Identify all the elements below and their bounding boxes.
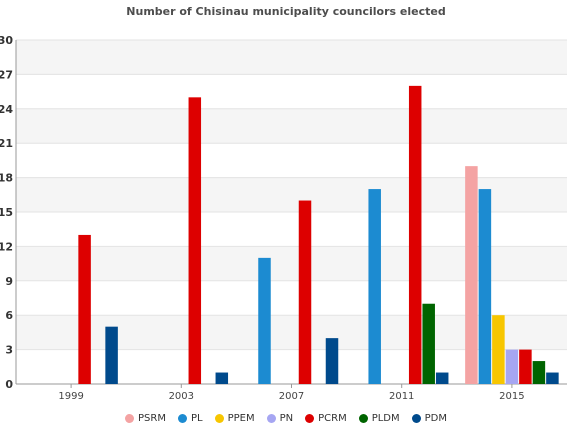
legend: PSRM PL PPEM PN PCRM PLDM PDM [0, 413, 572, 424]
bar-pldm-2011 [422, 303, 435, 384]
y-tick-label: 3 [5, 344, 13, 357]
bar-pldm-2015 [532, 361, 546, 384]
legend-item-ppem[interactable]: PPEM [214, 413, 255, 424]
bar-pdm-2011 [435, 372, 449, 384]
legend-label: PN [279, 413, 294, 424]
y-tick-label: 21 [0, 137, 13, 150]
bar-ppem-2015 [492, 315, 505, 384]
x-tick-label: 2003 [169, 391, 194, 402]
y-tick-label: 9 [5, 275, 13, 288]
legend-swatch [266, 414, 276, 423]
x-tick-label: 2015 [499, 391, 524, 402]
y-tick-label: 0 [5, 378, 13, 391]
bar-pdm-2015 [546, 372, 559, 384]
y-tick-label: 30 [0, 34, 13, 47]
legend-item-pdm[interactable]: PDM [411, 413, 447, 424]
bar-pcrm-2007 [298, 200, 312, 384]
bar-pdm-2003 [215, 372, 229, 384]
legend-label: PSRM [138, 413, 166, 424]
bar-pcrm-2015 [519, 349, 532, 384]
legend-label: PLDM [371, 413, 400, 424]
bar-pdm-1999 [105, 326, 118, 384]
legend-swatch [358, 414, 368, 423]
bar-pn-2015 [505, 349, 519, 384]
y-tick-label: 6 [5, 309, 13, 322]
legend-item-pcrm[interactable]: PCRM [305, 413, 347, 424]
bar-pcrm-2003 [188, 97, 202, 384]
chart-title: Number of Chisinau municipality councilo… [126, 5, 446, 18]
y-tick-label: 12 [0, 240, 13, 253]
plot-band [16, 40, 567, 75]
bar-pcrm-2011 [408, 85, 422, 384]
legend-item-pn[interactable]: PN [266, 413, 294, 424]
legend-swatch [305, 414, 315, 423]
legend-label: PDM [424, 413, 447, 424]
y-tick-label: 18 [0, 172, 13, 185]
legend-swatch [177, 414, 187, 423]
legend-item-pldm[interactable]: PLDM [358, 413, 400, 424]
x-tick-label: 2007 [279, 391, 304, 402]
plot-band [16, 108, 567, 144]
y-tick-label: 24 [0, 103, 13, 116]
legend-swatch [214, 414, 224, 423]
y-tick-label: 15 [0, 206, 13, 219]
legend-swatch [125, 414, 134, 423]
legend-swatch [411, 414, 421, 423]
legend-item-psrm[interactable]: PSRM [125, 413, 166, 424]
x-tick-label: 1999 [58, 391, 83, 402]
bar-pcrm-1999 [78, 234, 91, 384]
legend-item-pl[interactable]: PL [177, 413, 203, 424]
y-tick-label: 27 [0, 68, 13, 81]
bar-pl-2007 [258, 257, 271, 384]
bar-pdm-2007 [325, 338, 339, 384]
bar-pl-2015 [478, 189, 492, 384]
legend-label: PL [190, 413, 203, 424]
legend-label: PCRM [318, 413, 347, 424]
bar-psrm-2015 [465, 166, 478, 384]
legend-label: PPEM [227, 413, 255, 424]
bar-pl-2011 [368, 189, 381, 384]
x-tick-label: 2011 [389, 391, 414, 402]
